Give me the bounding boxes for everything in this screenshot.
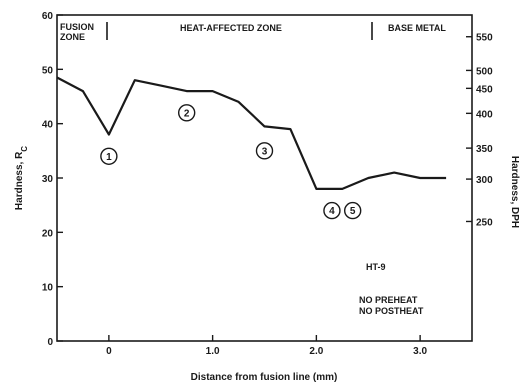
marker-circle [100, 147, 118, 165]
y-tick-label: 20 [42, 228, 54, 239]
x-tick-label: 2.0 [309, 346, 323, 357]
y-tick-label: 60 [42, 11, 54, 22]
material-label: HT-9 [366, 262, 386, 272]
marker-circle [255, 142, 274, 160]
y-axis-title-left-main: Hardness, R [14, 151, 25, 210]
right-tick-label: 500 [476, 66, 493, 77]
hardness-series-line [56, 76, 447, 190]
marker-3: 3 [255, 142, 274, 160]
fusion-zone-label-line2: ZONE [60, 32, 85, 42]
y-tick-label: 10 [42, 283, 54, 294]
marker-2: 2 [177, 104, 196, 122]
x-tick-label: 1.0 [206, 346, 220, 357]
marker-number: 1 [106, 152, 112, 163]
y-tick-label: 0 [47, 337, 53, 348]
plot-frame [56, 14, 473, 342]
marker-circle [323, 201, 341, 220]
right-tick-label: 400 [476, 109, 493, 120]
x-tick-label: 3.0 [413, 346, 427, 357]
y-tick-label: 40 [42, 120, 54, 131]
right-tick-label: 450 [476, 84, 493, 95]
right-tick-label: 350 [476, 144, 493, 155]
marker-circle [343, 201, 362, 220]
marker-5: 5 [343, 201, 362, 220]
right-tick-label: 300 [476, 175, 493, 186]
preheat-note: NO PREHEAT [359, 295, 418, 305]
marker-1: 1 [100, 147, 118, 165]
y-tick-label: 30 [42, 174, 54, 185]
right-tick-label: 250 [476, 217, 493, 228]
right-tick-label: 550 [476, 33, 493, 44]
marker-number: 4 [329, 206, 335, 217]
zone-dividers [106, 22, 373, 40]
x-axis-ticks: 0 1.0 2.0 3.0 [106, 335, 428, 357]
fusion-zone-label-line1: FUSION [60, 22, 94, 32]
haz-label: HEAT-AFFECTED ZONE [180, 23, 282, 33]
x-axis-title: Distance from fusion line (mm) [191, 372, 338, 383]
marker-number: 3 [262, 146, 268, 157]
postheat-note: NO POSTHEAT [359, 306, 424, 316]
base-metal-label: BASE METAL [388, 23, 446, 33]
x-tick-label: 0 [106, 346, 112, 357]
y-axis-title-left: Hardness, RC [14, 146, 29, 210]
y-tick-label: 50 [42, 65, 54, 76]
marker-number: 5 [350, 206, 356, 217]
y-axis-ticks: 0 10 20 30 40 50 60 [42, 11, 63, 348]
y-axis-title-left-subscript: C [20, 146, 29, 152]
marker-4: 4 [323, 201, 341, 220]
marker-circle [177, 104, 196, 122]
right-axis-ticks: 550 500 450 400 350 300 250 [466, 33, 493, 228]
location-markers: 1 2 3 4 5 [100, 104, 362, 220]
marker-number: 2 [184, 108, 190, 119]
y-axis-title-right: Hardness, DPH [509, 156, 520, 228]
